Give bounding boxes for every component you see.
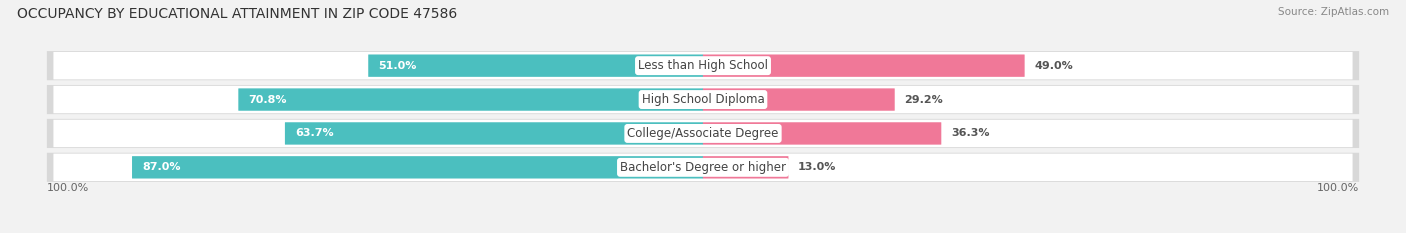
FancyBboxPatch shape <box>46 119 1360 148</box>
FancyBboxPatch shape <box>285 122 703 145</box>
FancyBboxPatch shape <box>239 88 703 111</box>
Text: College/Associate Degree: College/Associate Degree <box>627 127 779 140</box>
Text: 49.0%: 49.0% <box>1035 61 1073 71</box>
Text: Bachelor's Degree or higher: Bachelor's Degree or higher <box>620 161 786 174</box>
Text: 13.0%: 13.0% <box>799 162 837 172</box>
Text: 70.8%: 70.8% <box>249 95 287 105</box>
FancyBboxPatch shape <box>46 85 1360 114</box>
FancyBboxPatch shape <box>53 52 1353 79</box>
Text: Source: ZipAtlas.com: Source: ZipAtlas.com <box>1278 7 1389 17</box>
FancyBboxPatch shape <box>703 122 941 145</box>
FancyBboxPatch shape <box>703 88 894 111</box>
FancyBboxPatch shape <box>703 156 789 178</box>
Text: 36.3%: 36.3% <box>950 128 990 138</box>
FancyBboxPatch shape <box>703 55 1025 77</box>
FancyBboxPatch shape <box>53 86 1353 113</box>
Text: 87.0%: 87.0% <box>142 162 180 172</box>
Text: 100.0%: 100.0% <box>46 183 89 193</box>
Text: Less than High School: Less than High School <box>638 59 768 72</box>
FancyBboxPatch shape <box>53 120 1353 147</box>
Text: 63.7%: 63.7% <box>295 128 333 138</box>
Text: 51.0%: 51.0% <box>378 61 416 71</box>
Text: 100.0%: 100.0% <box>1317 183 1360 193</box>
FancyBboxPatch shape <box>132 156 703 178</box>
Text: 29.2%: 29.2% <box>904 95 943 105</box>
FancyBboxPatch shape <box>53 154 1353 181</box>
Text: High School Diploma: High School Diploma <box>641 93 765 106</box>
FancyBboxPatch shape <box>46 51 1360 80</box>
Text: OCCUPANCY BY EDUCATIONAL ATTAINMENT IN ZIP CODE 47586: OCCUPANCY BY EDUCATIONAL ATTAINMENT IN Z… <box>17 7 457 21</box>
FancyBboxPatch shape <box>368 55 703 77</box>
FancyBboxPatch shape <box>46 153 1360 182</box>
